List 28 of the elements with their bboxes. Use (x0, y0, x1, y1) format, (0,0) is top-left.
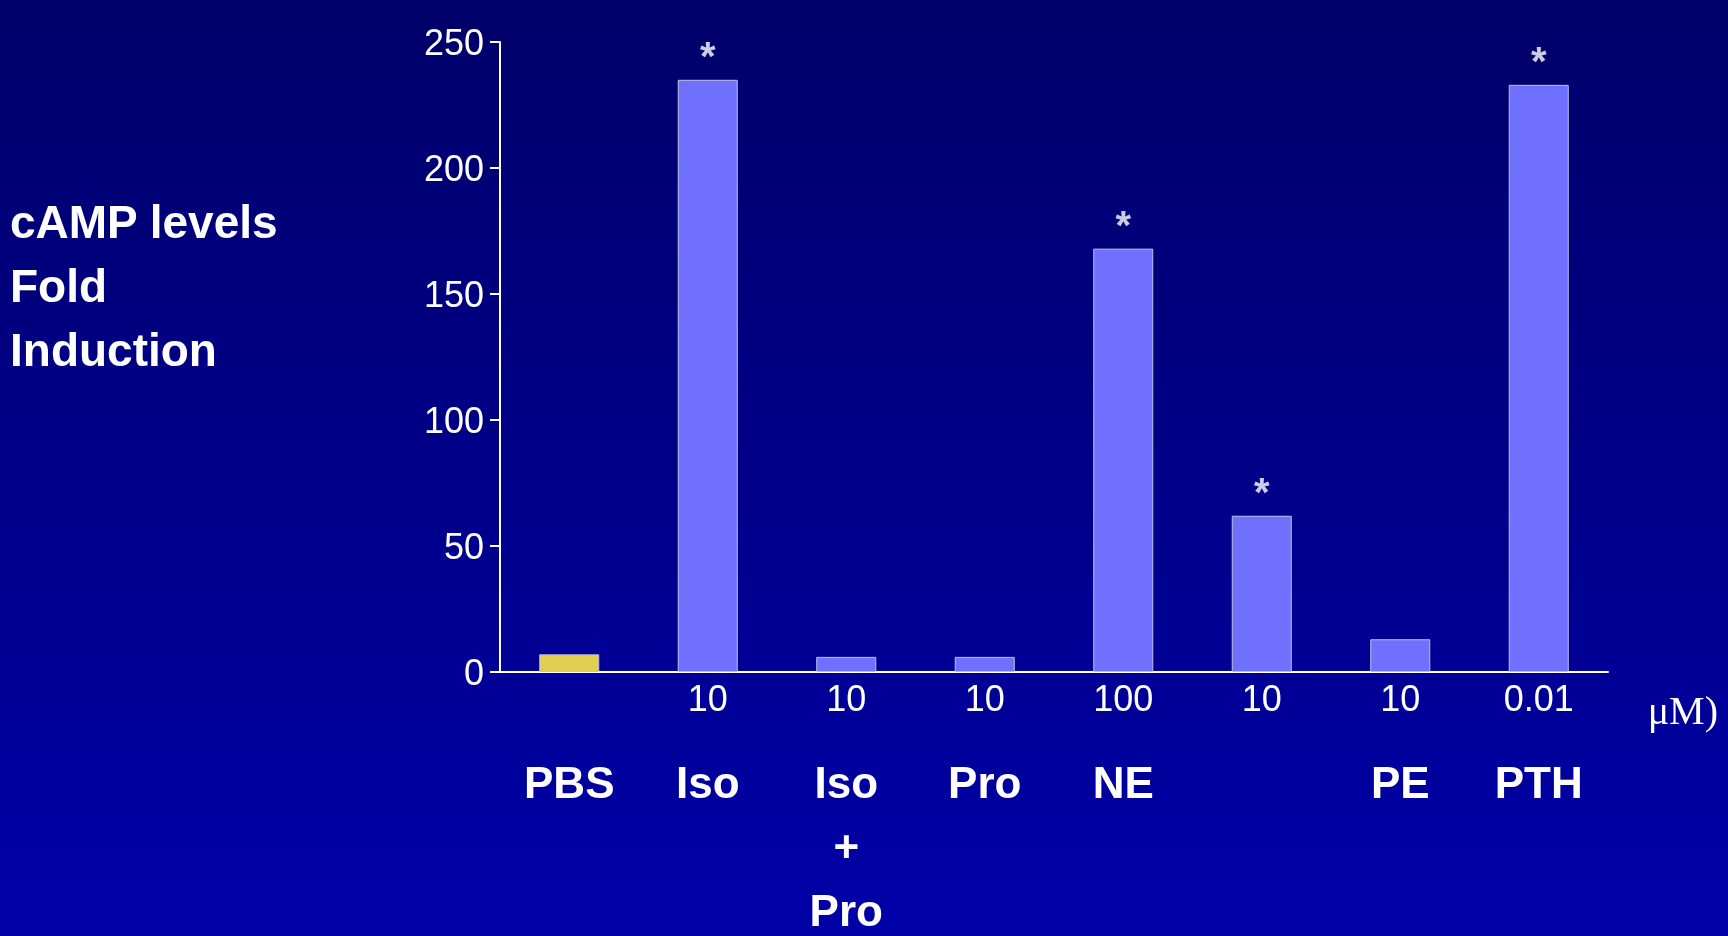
bar (677, 79, 738, 672)
annotation: * (1115, 202, 1132, 247)
x-tick-label: 10 Pro (948, 677, 1022, 807)
bar (1370, 639, 1431, 672)
bar (1231, 515, 1292, 672)
bar (816, 656, 877, 672)
y-tick-label: 50 (443, 525, 484, 567)
bar (1508, 84, 1569, 672)
annotation: * (699, 33, 716, 78)
y-tick-label: 200 (423, 147, 484, 189)
y-tick-label: 250 (423, 21, 484, 63)
y-axis-title: cAMP levels Fold Induction (10, 196, 278, 376)
y-tick-label: 150 (423, 273, 484, 315)
text: μM) (1647, 687, 1719, 733)
x-tick-label: 10 PE (1370, 677, 1430, 807)
annotation: * (1253, 469, 1270, 514)
x-tick-label: PBS (524, 757, 615, 807)
bar (954, 656, 1015, 672)
y-tick-label: 0 (463, 651, 484, 693)
x-tick-label: 100 NE (1092, 677, 1154, 807)
x-tick-label: 10 Iso (675, 677, 740, 807)
bar (539, 654, 600, 672)
x-tick-label: 10 (1241, 677, 1282, 719)
x-tick-label: 10 Iso + Pro (809, 677, 883, 935)
x-tick-label: 0.01 PTH (1494, 677, 1583, 807)
bar (1093, 248, 1154, 672)
annotation: * (1530, 38, 1547, 83)
y-tick-label: 100 (423, 399, 484, 441)
